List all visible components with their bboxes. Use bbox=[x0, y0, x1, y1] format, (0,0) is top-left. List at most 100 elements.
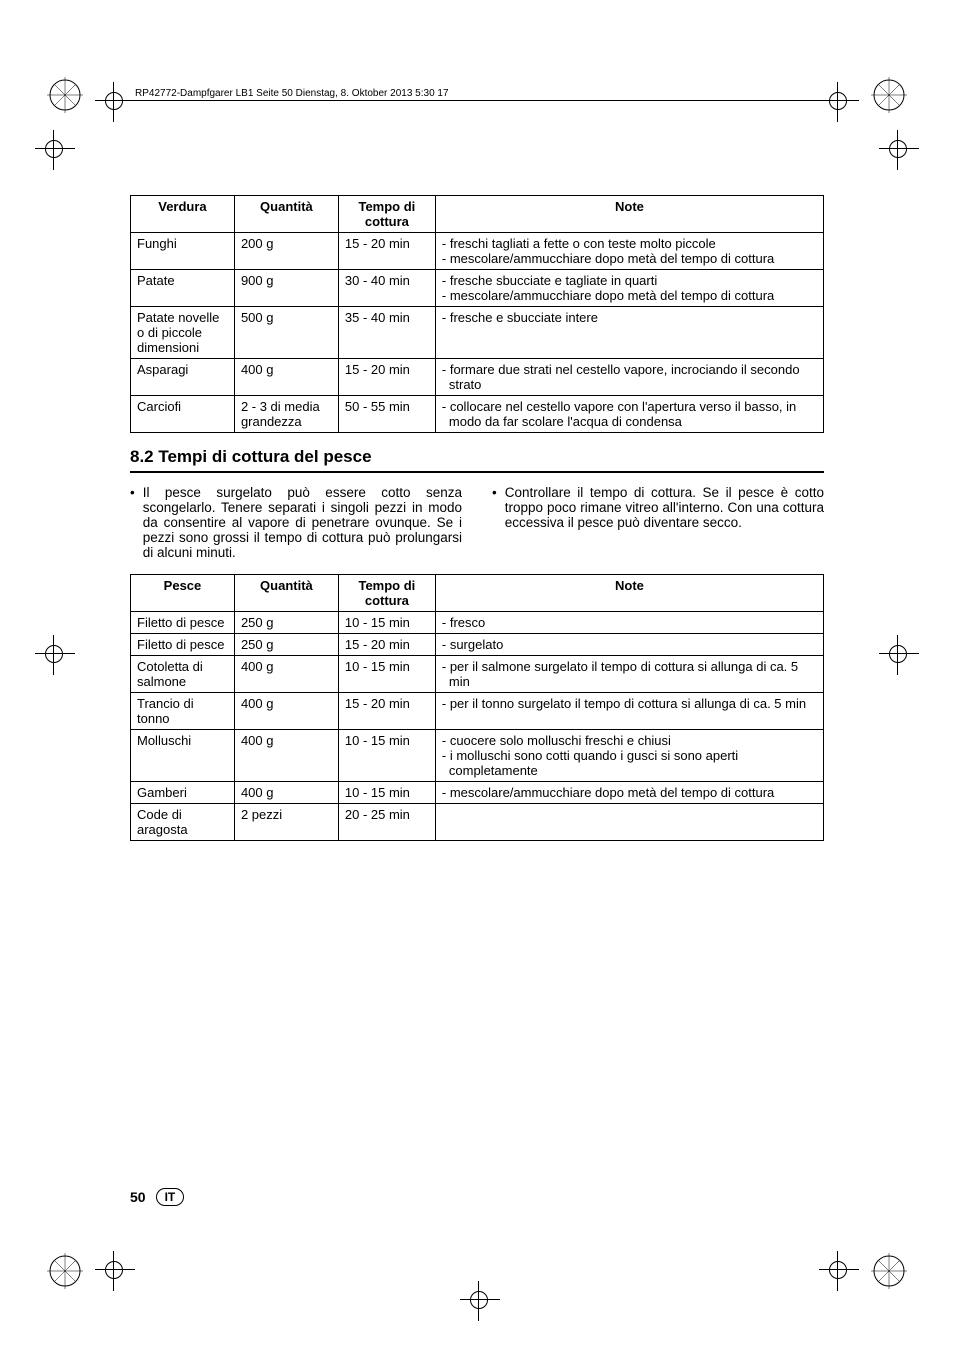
table-row: Gamberi400 g10 - 15 min - mescolare/ammuc… bbox=[131, 782, 824, 804]
note-line: - freschi tagliati a fette o con teste m… bbox=[442, 236, 817, 251]
th-note: Note bbox=[435, 575, 823, 612]
cell-time: 10 - 15 min bbox=[338, 730, 435, 782]
crosshair-icon bbox=[819, 1251, 859, 1291]
note-line: - fresche sbucciate e tagliate in quarti bbox=[442, 273, 817, 288]
cell-name: Funghi bbox=[131, 233, 235, 270]
cell-name: Trancio di tonno bbox=[131, 693, 235, 730]
cell-time: 50 - 55 min bbox=[338, 396, 435, 433]
cell-qty: 200 g bbox=[234, 233, 338, 270]
cell-time: 15 - 20 min bbox=[338, 359, 435, 396]
cell-notes: - fresche sbucciate e tagliate in quarti… bbox=[435, 270, 823, 307]
para-left: Il pesce surgelato può essere cotto senz… bbox=[143, 485, 462, 560]
cell-time: 15 - 20 min bbox=[338, 634, 435, 656]
cell-notes bbox=[435, 804, 823, 841]
cell-qty: 400 g bbox=[234, 359, 338, 396]
cell-qty: 400 g bbox=[234, 730, 338, 782]
note-line: - fresche e sbucciate intere bbox=[442, 310, 817, 325]
section-heading: 8.2 Tempi di cottura del pesce bbox=[130, 447, 824, 467]
cell-time: 35 - 40 min bbox=[338, 307, 435, 359]
table-row: Asparagi400 g15 - 20 min- formare due st… bbox=[131, 359, 824, 396]
table-row: Filetto di pesce250 g15 - 20 min - surgel… bbox=[131, 634, 824, 656]
cell-time: 10 - 15 min bbox=[338, 656, 435, 693]
crosshair-icon bbox=[35, 130, 75, 170]
note-line: - per il salmone surgelato il tempo di c… bbox=[442, 659, 817, 689]
page-content: Verdura Quantità Tempo di cottura Note F… bbox=[130, 195, 824, 841]
cell-time: 10 - 15 min bbox=[338, 612, 435, 634]
th-note: Note bbox=[435, 196, 823, 233]
crosshair-icon bbox=[95, 82, 135, 122]
section-rule bbox=[130, 471, 824, 473]
cell-qty: 250 g bbox=[234, 634, 338, 656]
para-right: Controllare il tempo di cottura. Se il p… bbox=[505, 485, 824, 560]
note-line: - mescolare/ammucchiare dopo metà del te… bbox=[442, 251, 817, 266]
cell-qty: 900 g bbox=[234, 270, 338, 307]
cell-name: Code di aragosta bbox=[131, 804, 235, 841]
cell-notes: - collocare nel cestello vapore con l'ap… bbox=[435, 396, 823, 433]
cell-notes: - mescolare/ammucchiare dopo metà del te… bbox=[435, 782, 823, 804]
cell-name: Molluschi bbox=[131, 730, 235, 782]
table-verdura: Verdura Quantità Tempo di cottura Note F… bbox=[130, 195, 824, 433]
page-number: 50 bbox=[130, 1189, 146, 1205]
cell-qty: 2 pezzi bbox=[234, 804, 338, 841]
table-pesce: Pesce Quantità Tempo di cottura Note Fil… bbox=[130, 574, 824, 841]
table-row: Carciofi2 - 3 di media grandezza50 - 55 … bbox=[131, 396, 824, 433]
table-row: Filetto di pesce250 g10 - 15 min - fresco bbox=[131, 612, 824, 634]
note-line: - per il tonno surgelato il tempo di cot… bbox=[442, 696, 817, 711]
cell-notes: - formare due strati nel cestello vapore… bbox=[435, 359, 823, 396]
th-quantita: Quantità bbox=[234, 196, 338, 233]
language-badge: IT bbox=[156, 1188, 185, 1206]
print-mark-bl bbox=[45, 1251, 85, 1291]
cell-qty: 2 - 3 di media grandezza bbox=[234, 396, 338, 433]
print-mark-tl bbox=[45, 75, 85, 115]
note-line: - collocare nel cestello vapore con l'ap… bbox=[442, 399, 817, 429]
note-line: - fresco bbox=[442, 615, 817, 630]
table-row: Funghi200 g15 - 20 min- freschi tagliati… bbox=[131, 233, 824, 270]
th-quantita: Quantità bbox=[234, 575, 338, 612]
table-row: Cotoletta di salmone400 g10 - 15 min- pe… bbox=[131, 656, 824, 693]
cell-notes: - fresco bbox=[435, 612, 823, 634]
print-mark-tr bbox=[869, 75, 909, 115]
note-line: - i molluschi sono cotti quando i gusci … bbox=[442, 748, 817, 778]
note-line: - mescolare/ammucchiare dopo metà del te… bbox=[442, 288, 817, 303]
cell-qty: 400 g bbox=[234, 693, 338, 730]
cell-notes: - surgelato bbox=[435, 634, 823, 656]
table-row: Molluschi400 g10 - 15 min - cuocere solo … bbox=[131, 730, 824, 782]
table-row: Patate900 g30 - 40 min- fresche sbucciat… bbox=[131, 270, 824, 307]
cell-name: Filetto di pesce bbox=[131, 612, 235, 634]
cell-time: 20 - 25 min bbox=[338, 804, 435, 841]
cell-notes: - cuocere solo molluschi freschi e chius… bbox=[435, 730, 823, 782]
bullet-dot: • bbox=[492, 485, 497, 560]
table-row: Trancio di tonno400 g15 - 20 min - per il… bbox=[131, 693, 824, 730]
note-line: - surgelato bbox=[442, 637, 817, 652]
th-tempo: Tempo di cottura bbox=[338, 575, 435, 612]
cell-notes: - fresche e sbucciate intere bbox=[435, 307, 823, 359]
note-line: - mescolare/ammucchiare dopo metà del te… bbox=[442, 785, 817, 800]
note-line: - formare due strati nel cestello vapore… bbox=[442, 362, 817, 392]
print-mark-br bbox=[869, 1251, 909, 1291]
cell-name: Carciofi bbox=[131, 396, 235, 433]
cell-name: Filetto di pesce bbox=[131, 634, 235, 656]
cell-qty: 400 g bbox=[234, 656, 338, 693]
cell-qty: 500 g bbox=[234, 307, 338, 359]
table-row: Patate novelle o di piccole dimensioni50… bbox=[131, 307, 824, 359]
cell-time: 15 - 20 min bbox=[338, 693, 435, 730]
th-pesce: Pesce bbox=[131, 575, 235, 612]
th-tempo: Tempo di cottura bbox=[338, 196, 435, 233]
cell-qty: 250 g bbox=[234, 612, 338, 634]
cell-name: Cotoletta di salmone bbox=[131, 656, 235, 693]
cell-qty: 400 g bbox=[234, 782, 338, 804]
th-verdura: Verdura bbox=[131, 196, 235, 233]
crosshair-icon bbox=[95, 1251, 135, 1291]
page-footer: 50 IT bbox=[130, 1188, 184, 1206]
table-row: Code di aragosta2 pezzi20 - 25 min bbox=[131, 804, 824, 841]
bullet-dot: • bbox=[130, 485, 135, 560]
cell-notes: - per il salmone surgelato il tempo di c… bbox=[435, 656, 823, 693]
crosshair-icon bbox=[819, 82, 859, 122]
cell-name: Patate novelle o di piccole dimensioni bbox=[131, 307, 235, 359]
crosshair-icon bbox=[879, 130, 919, 170]
cell-time: 10 - 15 min bbox=[338, 782, 435, 804]
note-line: - cuocere solo molluschi freschi e chius… bbox=[442, 733, 817, 748]
page-header-meta: RP42772-Dampfgarer LB1 Seite 50 Dienstag… bbox=[135, 88, 449, 99]
crosshair-icon bbox=[879, 635, 919, 675]
cell-name: Gamberi bbox=[131, 782, 235, 804]
